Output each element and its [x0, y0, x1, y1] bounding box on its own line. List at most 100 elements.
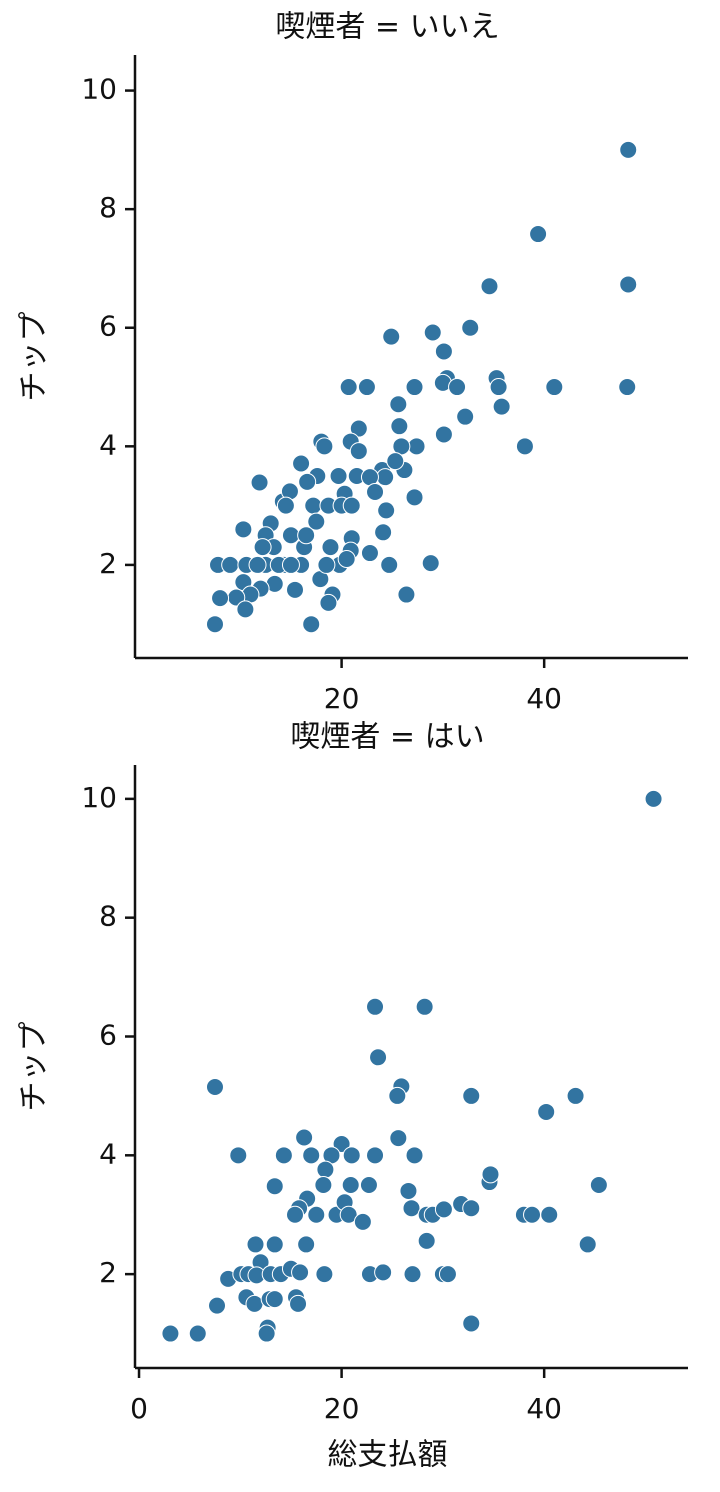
- point: [529, 225, 548, 244]
- point: [342, 496, 361, 515]
- point: [291, 1263, 310, 1282]
- point: [388, 1086, 407, 1105]
- point: [566, 1086, 585, 1105]
- point: [337, 549, 356, 568]
- y-tick-label: 8: [99, 900, 117, 933]
- point: [321, 538, 340, 557]
- panel-title: 喫煙者 = いいえ: [275, 10, 499, 45]
- point: [250, 473, 269, 492]
- point: [339, 378, 358, 397]
- point: [188, 1324, 207, 1343]
- point: [578, 1235, 597, 1254]
- point: [286, 580, 305, 599]
- y-axis-label: チップ: [17, 312, 52, 402]
- y-tick-label: 10: [81, 73, 117, 106]
- point: [434, 342, 453, 361]
- y-tick-label: 6: [99, 1018, 117, 1051]
- point: [481, 1165, 500, 1184]
- point: [492, 397, 511, 416]
- point: [462, 1199, 481, 1218]
- point: [257, 1324, 276, 1343]
- point: [389, 1129, 408, 1148]
- point: [265, 1177, 284, 1196]
- point: [423, 323, 442, 342]
- point: [480, 277, 499, 296]
- point: [316, 1160, 335, 1179]
- point: [274, 1146, 293, 1165]
- panel-title: 喫煙者 = はい: [290, 720, 484, 755]
- point: [399, 1181, 418, 1200]
- point: [353, 1212, 372, 1231]
- point: [434, 425, 453, 444]
- point: [417, 1231, 436, 1250]
- y-tick-label: 4: [99, 1137, 117, 1170]
- point: [205, 615, 224, 634]
- point: [390, 417, 409, 436]
- point: [389, 395, 408, 414]
- y-tick-label: 8: [99, 191, 117, 224]
- point: [448, 378, 467, 397]
- point: [407, 437, 426, 456]
- point: [342, 1146, 361, 1165]
- y-tick-label: 6: [99, 310, 117, 343]
- point: [229, 1146, 248, 1165]
- point: [339, 1205, 358, 1224]
- point: [540, 1205, 559, 1224]
- point: [236, 600, 255, 619]
- point: [265, 1235, 284, 1254]
- y-axis-label: チップ: [17, 1022, 52, 1112]
- point: [374, 523, 393, 542]
- point: [245, 1294, 264, 1313]
- point: [369, 1048, 388, 1067]
- point: [349, 419, 368, 438]
- point: [366, 1146, 385, 1165]
- point: [421, 554, 440, 573]
- point: [281, 555, 300, 574]
- point: [276, 496, 295, 515]
- point: [319, 593, 338, 612]
- point: [302, 1146, 321, 1165]
- point: [246, 1235, 265, 1254]
- point: [208, 1296, 227, 1315]
- x-tick-label: 40: [526, 682, 562, 715]
- point: [438, 1265, 457, 1284]
- point: [329, 466, 348, 485]
- point: [403, 1265, 422, 1284]
- x-tick-label: 40: [526, 1392, 562, 1425]
- point: [253, 538, 272, 557]
- point: [281, 526, 300, 545]
- point: [589, 1176, 608, 1195]
- point: [349, 442, 368, 461]
- point: [297, 1235, 316, 1254]
- point: [397, 585, 416, 604]
- point: [307, 512, 326, 531]
- point: [461, 318, 480, 337]
- y-tick-label: 2: [99, 1256, 117, 1289]
- point: [234, 520, 253, 539]
- point: [545, 378, 564, 397]
- point: [315, 437, 334, 456]
- point: [265, 1290, 284, 1309]
- point: [297, 526, 316, 545]
- point: [619, 140, 638, 159]
- y-tick-label: 2: [99, 547, 117, 580]
- point: [405, 1146, 424, 1165]
- point: [360, 544, 379, 563]
- point: [537, 1102, 556, 1121]
- point: [286, 1205, 305, 1224]
- point: [386, 452, 405, 471]
- point: [405, 488, 424, 507]
- point: [462, 1086, 481, 1105]
- x-tick-label: 20: [324, 1392, 360, 1425]
- point: [405, 378, 424, 397]
- point: [382, 327, 401, 346]
- point: [317, 555, 336, 574]
- point: [380, 555, 399, 574]
- point: [341, 1176, 360, 1195]
- point: [376, 468, 395, 487]
- point: [295, 1128, 314, 1147]
- point: [489, 378, 508, 397]
- point: [211, 589, 230, 608]
- y-tick-label: 4: [99, 428, 117, 461]
